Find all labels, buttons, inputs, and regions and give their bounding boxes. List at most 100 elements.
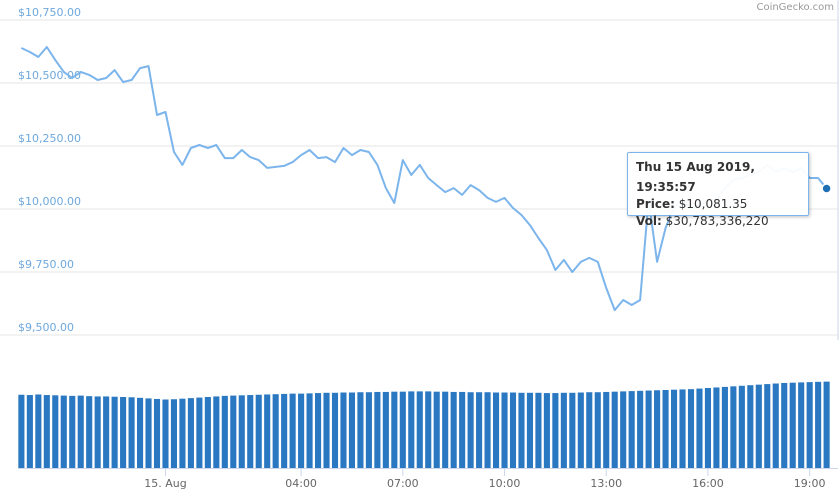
volume-bar — [476, 392, 483, 468]
volume-bar — [128, 397, 135, 468]
volume-bar — [111, 396, 118, 468]
volume-bar — [696, 388, 703, 468]
volume-bar — [569, 392, 576, 468]
volume-bar — [204, 396, 211, 468]
credit: CoinGecko.com — [756, 2, 834, 13]
volume-bar — [86, 396, 93, 468]
x-tick-label: 15. Aug — [144, 477, 186, 490]
volume-bar — [60, 395, 67, 468]
tooltip-vol: $30,783,336,220 — [665, 214, 769, 228]
volume-bar — [637, 390, 644, 468]
volume-bar — [798, 382, 805, 468]
volume-bar — [272, 394, 279, 468]
volume-bar — [764, 384, 771, 468]
volume-bar — [323, 392, 330, 468]
volume-bar — [365, 392, 372, 468]
volume-bar — [416, 391, 423, 468]
volume-bar — [577, 392, 584, 468]
volume-bar — [137, 397, 144, 468]
volume-bar — [374, 391, 381, 468]
volume-bar — [391, 391, 398, 468]
volume-bar — [382, 391, 389, 468]
volume-bar — [69, 395, 76, 468]
volume-bar — [187, 398, 194, 468]
x-tick-label: 07:00 — [387, 477, 419, 490]
volume-bar — [492, 392, 500, 468]
volume-bar — [306, 393, 313, 468]
volume-bar — [509, 392, 517, 468]
volume-bar — [560, 392, 567, 468]
volume-bar — [314, 393, 322, 468]
volume-bar — [670, 389, 678, 468]
volume-bar — [145, 398, 152, 468]
volume-bar — [730, 386, 737, 468]
volume-bar — [425, 391, 432, 468]
tooltip-vol-label: Vol: — [636, 214, 662, 228]
volume-bar — [281, 393, 288, 468]
volume-bar — [331, 392, 339, 468]
x-tick-label: 13:00 — [590, 477, 622, 490]
volume-bar — [789, 382, 796, 468]
volume-bar — [298, 393, 305, 468]
x-tick-label: 16:00 — [692, 477, 724, 490]
volume-bar — [357, 392, 364, 468]
volume-bar — [484, 392, 491, 468]
volume-bar — [586, 392, 593, 468]
volume-bar — [459, 391, 466, 468]
volume-bar — [628, 391, 635, 468]
volume-bar — [289, 393, 296, 468]
volume-bar — [747, 385, 754, 468]
volume-bar — [52, 395, 59, 468]
x-tick-label: 04:00 — [285, 477, 317, 490]
volume-bar — [26, 395, 33, 468]
volume-bar — [501, 392, 508, 468]
volume-bar — [823, 381, 830, 468]
volume-bar — [103, 396, 110, 468]
y-tick-label: $10,500.00 — [18, 69, 81, 82]
volume-bar — [450, 391, 457, 468]
volume-bar — [552, 393, 559, 468]
volume-bar — [238, 395, 245, 468]
hover-point — [821, 183, 832, 194]
x-tick-label: 19:00 — [794, 477, 826, 490]
tooltip-price-label: Price: — [636, 197, 675, 211]
tooltip: Thu 15 Aug 2019, 19:35:57 Price: $10,081… — [627, 152, 809, 228]
volume-bar — [153, 398, 161, 468]
volume-bar — [442, 391, 449, 468]
volume-bar — [687, 389, 695, 468]
volume-bar — [230, 395, 237, 468]
volume-bar — [518, 392, 525, 468]
volume-bar — [408, 391, 415, 468]
volume-bar — [781, 382, 788, 468]
volume-bar — [43, 395, 50, 468]
volume-bar — [221, 395, 228, 468]
y-tick-label: $9,500.00 — [18, 321, 74, 334]
volume-bar — [755, 384, 762, 468]
y-tick-label: $9,750.00 — [18, 258, 74, 271]
volume-bar — [772, 383, 779, 468]
y-tick-label: $10,750.00 — [18, 6, 81, 19]
volume-bar — [264, 394, 271, 468]
volume-bar — [806, 382, 813, 468]
y-tick-label: $10,000.00 — [18, 195, 81, 208]
volume-bar — [348, 392, 356, 468]
volume-bar — [340, 392, 347, 468]
volume-bar — [35, 394, 42, 468]
volume-bar — [654, 390, 661, 468]
volume-bar — [543, 393, 550, 468]
x-tick-label: 10:00 — [489, 477, 521, 490]
volume-bar — [120, 396, 127, 468]
volume-bar — [467, 392, 474, 468]
volume-bar — [815, 381, 822, 468]
volume-bar — [18, 394, 25, 468]
volume-bar — [738, 385, 745, 468]
volume-bar — [535, 392, 542, 468]
volume-bar — [721, 386, 728, 468]
volume-bar — [196, 397, 203, 468]
volume-bar — [433, 391, 440, 468]
volume-bar — [94, 396, 101, 468]
volume-bar — [620, 391, 627, 468]
volume-bar — [213, 396, 220, 468]
